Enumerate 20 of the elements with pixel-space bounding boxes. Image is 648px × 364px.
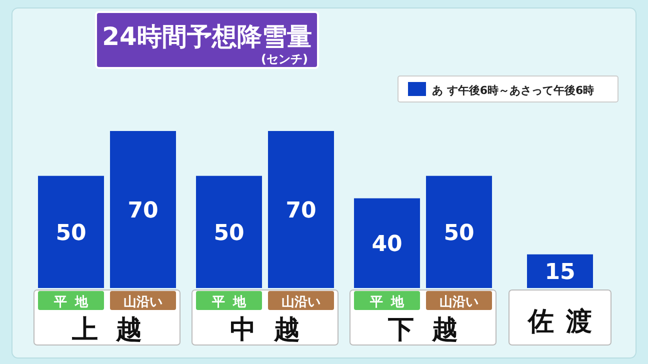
x-tick-label: 平地 <box>211 295 254 310</box>
text: 中越 <box>230 315 318 345</box>
text: 下越 <box>387 315 476 345</box>
text: 上越 <box>71 315 160 345</box>
data-label: 50 <box>214 220 244 246</box>
data-label: 70 <box>128 198 158 224</box>
legend-label: あ す午後6時～あさって午後6時 <box>432 84 594 97</box>
x-tick-label: 山沿い <box>440 295 478 310</box>
data-label: 40 <box>372 232 402 258</box>
data-label: 50 <box>444 220 474 246</box>
x-tick-label: 平地 <box>369 295 412 310</box>
chart-subtitle: (センチ) <box>261 52 308 66</box>
x-tick-label: 山沿い <box>124 295 162 310</box>
x-tick-label: 山沿い <box>282 295 320 310</box>
x-tick-label: 平地 <box>53 295 96 310</box>
data-label: 70 <box>286 198 316 224</box>
data-label: 50 <box>56 220 86 246</box>
data-label: 15 <box>544 260 576 286</box>
chart-title: 24時間予想降雪量 <box>102 22 312 51</box>
text: 佐渡 <box>527 307 604 337</box>
